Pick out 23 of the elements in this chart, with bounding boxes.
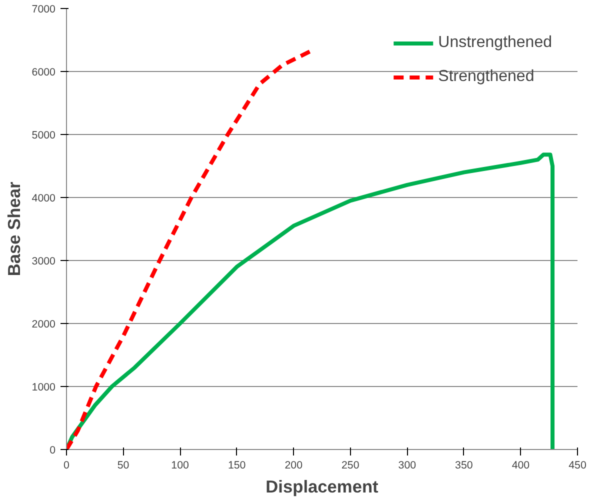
y-tick-label: 1000 xyxy=(32,382,56,394)
legend-label: Strengthened xyxy=(438,68,534,86)
x-tick-label: 0 xyxy=(64,460,70,472)
y-tick-label: 6000 xyxy=(32,66,56,78)
x-tick-label: 400 xyxy=(512,460,530,472)
x-tick-label: 250 xyxy=(342,460,360,472)
y-tick-label: 5000 xyxy=(32,130,56,142)
legend-label: Unstrengthened xyxy=(438,34,552,52)
y-tick-label: 0 xyxy=(50,444,56,456)
x-tick-label: 300 xyxy=(398,460,416,472)
x-tick-label: 150 xyxy=(228,460,246,472)
x-axis-title: Displacement xyxy=(266,476,379,496)
line-series xyxy=(66,152,555,450)
x-tick-label: 450 xyxy=(568,460,586,472)
y-tick-label: 2000 xyxy=(32,318,56,330)
y-tick-label: 4000 xyxy=(32,192,56,204)
y-axis-title: Base Shear xyxy=(4,182,24,276)
x-tick-label: 350 xyxy=(455,460,473,472)
x-tick-label: 50 xyxy=(117,460,130,472)
x-tick-label: 200 xyxy=(284,460,303,472)
y-tick-label: 7000 xyxy=(32,4,56,16)
y-tick-label: 3000 xyxy=(32,256,56,268)
x-tick-label: 100 xyxy=(171,460,190,472)
